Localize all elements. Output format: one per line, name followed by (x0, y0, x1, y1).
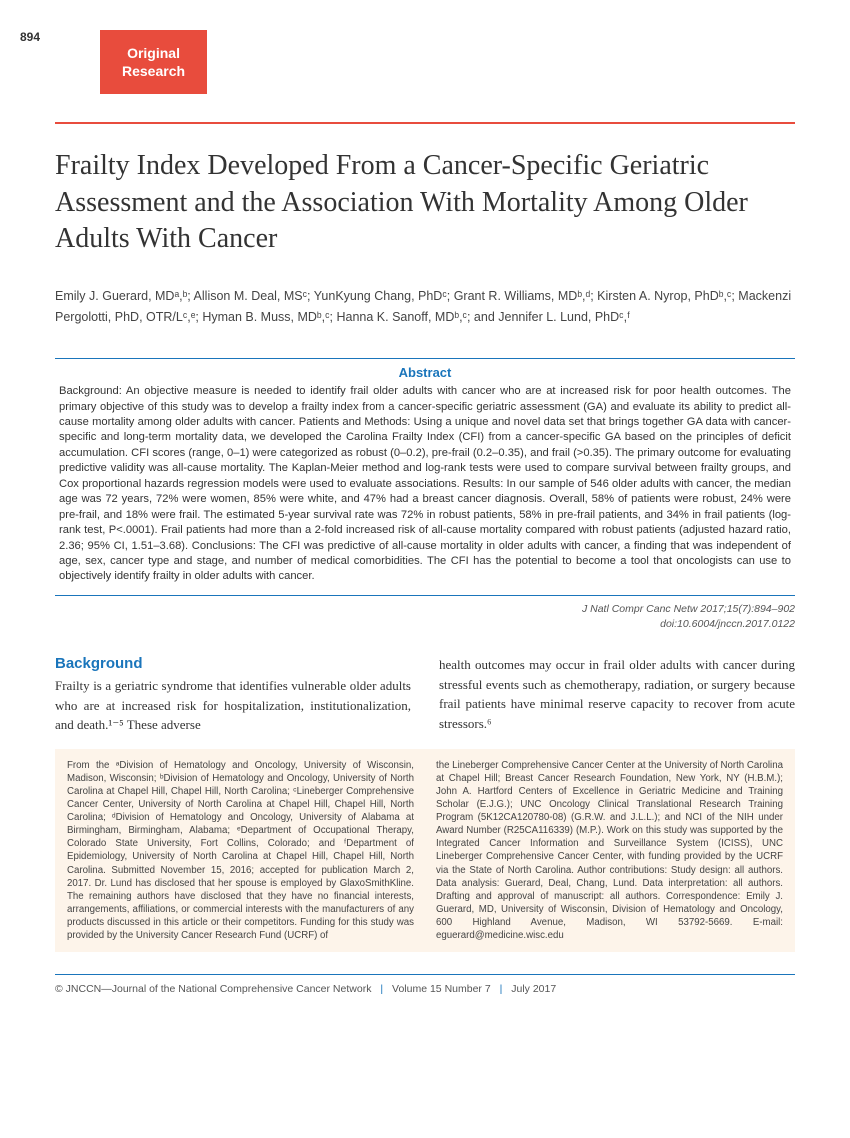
affiliations-box: From the ᵃDivision of Hematology and Onc… (55, 749, 795, 952)
background-text-1: Frailty is a geriatric syndrome that ide… (55, 676, 411, 735)
badge-line1: Original (122, 44, 185, 62)
article-title: Frailty Index Developed From a Cancer-Sp… (55, 148, 795, 257)
footer-sep-2: | (500, 983, 503, 995)
citation-doi: doi:10.6004/jnccn.2017.0122 (55, 617, 795, 632)
footer-volume: Volume 15 Number 7 (392, 983, 491, 995)
page-footer: © JNCCN—Journal of the National Comprehe… (55, 974, 795, 995)
affil-col-left: From the ᵃDivision of Hematology and Onc… (67, 759, 414, 942)
affil-col-right: the Lineberger Comprehensive Cancer Cent… (436, 759, 783, 942)
background-heading: Background (55, 655, 411, 672)
accent-rule (55, 122, 795, 124)
citation-journal: J Natl Compr Canc Netw 2017;15(7):894–90… (55, 602, 795, 617)
body-col-left: Background Frailty is a geriatric syndro… (55, 655, 411, 735)
citation-block: J Natl Compr Canc Netw 2017;15(7):894–90… (55, 602, 795, 631)
page-number: 894 (20, 30, 40, 44)
footer-sep-1: | (380, 983, 383, 995)
abstract-text: Background: An objective measure is need… (59, 384, 791, 585)
body-columns: Background Frailty is a geriatric syndro… (55, 655, 795, 735)
abstract-box: Abstract Background: An objective measur… (55, 358, 795, 596)
article-type-badge: Original Research (100, 30, 207, 94)
author-list: Emily J. Guerard, MDᵃ,ᵇ; Allison M. Deal… (55, 286, 795, 329)
badge-line2: Research (122, 62, 185, 80)
footer-copyright: © JNCCN—Journal of the National Comprehe… (55, 983, 371, 995)
footer-date: July 2017 (511, 983, 556, 995)
body-col-right: health outcomes may occur in frail older… (439, 655, 795, 735)
abstract-heading: Abstract (59, 365, 791, 380)
journal-page: 894 Original Research Frailty Index Deve… (0, 0, 850, 1035)
background-text-2: health outcomes may occur in frail older… (439, 655, 795, 733)
